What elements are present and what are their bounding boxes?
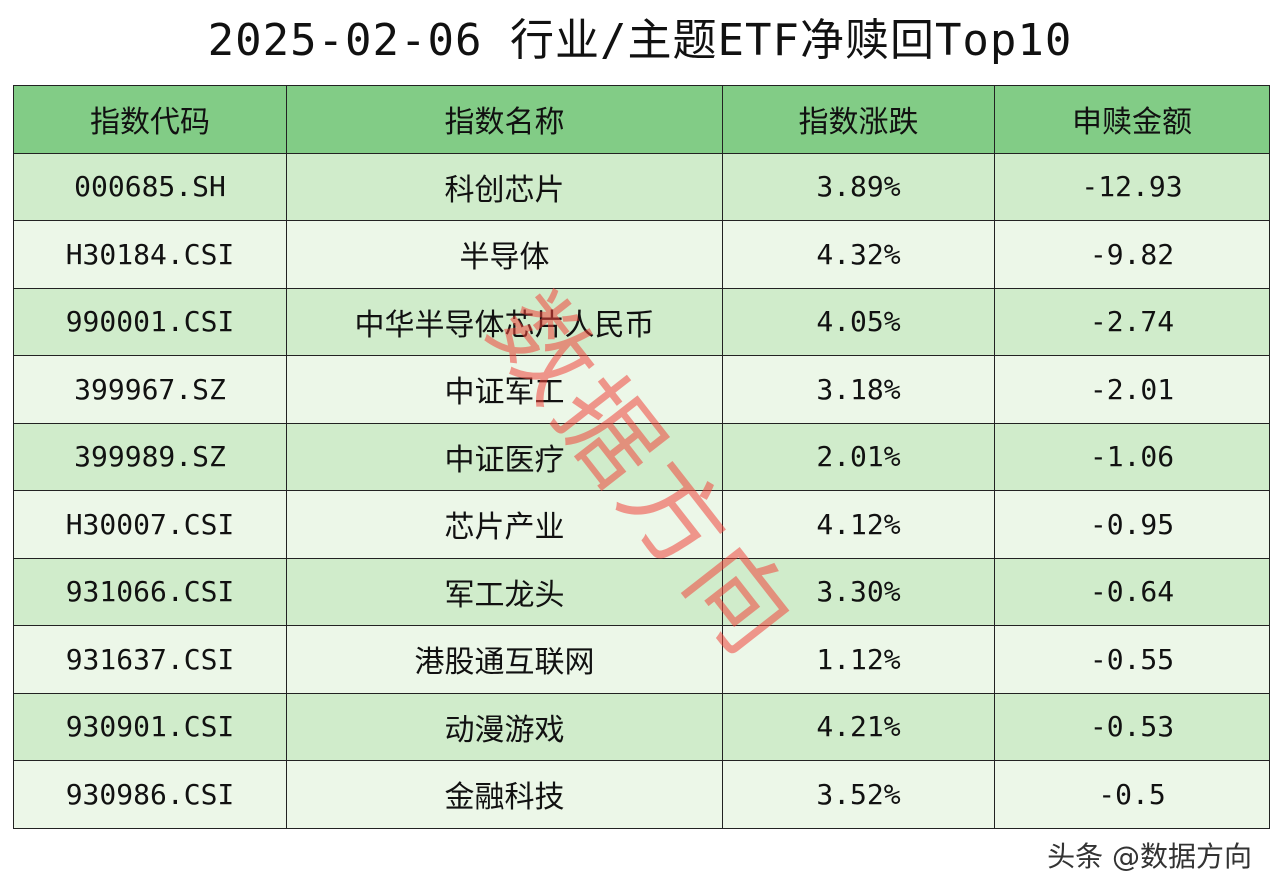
redemption-amount-cell: -1.06 [994,422,1270,491]
index-change-cell: 2.01% [722,422,995,491]
table-row: 930986.CSI 金融科技 3.52% -0.5 [13,760,1270,829]
etf-redemption-table: 指数代码 指数名称 指数涨跌 申赎金额 000685.SH 科创芯片 3.89%… [13,85,1270,829]
redemption-amount-cell: -0.95 [994,490,1270,559]
index-name-cell: 港股通互联网 [286,625,723,694]
table-header-row: 指数代码 指数名称 指数涨跌 申赎金额 [13,85,1270,154]
index-name-cell: 中证军工 [286,355,723,424]
source-footer: 头条 @数据方向 [1047,840,1252,873]
index-change-cell: 4.32% [722,220,995,289]
redemption-amount-cell: -0.53 [994,692,1270,761]
index-name-cell: 科创芯片 [286,152,723,221]
index-name-cell: 半导体 [286,220,723,289]
index-code-cell: 990001.CSI [13,287,287,356]
table-row: H30184.CSI 半导体 4.32% -9.82 [13,220,1270,289]
redemption-amount-cell: -9.82 [994,220,1270,289]
index-change-cell: 3.89% [722,152,995,221]
index-change-cell: 4.05% [722,287,995,356]
index-change-cell: 4.21% [722,692,995,761]
index-code-cell: 930901.CSI [13,692,287,761]
index-code-cell: 930986.CSI [13,760,287,829]
index-change-cell: 1.12% [722,625,995,694]
table-row: 399989.SZ 中证医疗 2.01% -1.06 [13,422,1270,491]
table-row: H30007.CSI 芯片产业 4.12% -0.95 [13,490,1270,559]
index-name-cell: 中华半导体芯片人民币 [286,287,723,356]
page-title: 2025-02-06 行业/主题ETF净赎回Top10 [207,15,1073,66]
redemption-amount-cell: -2.01 [994,355,1270,424]
index-code-cell: 931066.CSI [13,557,287,626]
redemption-amount-cell: -0.55 [994,625,1270,694]
column-header-name: 指数名称 [286,85,723,154]
index-change-cell: 4.12% [722,490,995,559]
index-code-cell: 931637.CSI [13,625,287,694]
table-row: 399967.SZ 中证军工 3.18% -2.01 [13,355,1270,424]
index-name-cell: 金融科技 [286,760,723,829]
index-name-cell: 中证医疗 [286,422,723,491]
table-row: 000685.SH 科创芯片 3.89% -12.93 [13,152,1270,221]
index-code-cell: H30007.CSI [13,490,287,559]
index-code-cell: H30184.CSI [13,220,287,289]
index-change-cell: 3.52% [722,760,995,829]
redemption-amount-cell: -0.5 [994,760,1270,829]
table-row: 931637.CSI 港股通互联网 1.12% -0.55 [13,625,1270,694]
table-row: 930901.CSI 动漫游戏 4.21% -0.53 [13,692,1270,761]
index-code-cell: 000685.SH [13,152,287,221]
redemption-amount-cell: -12.93 [994,152,1270,221]
index-code-cell: 399989.SZ [13,422,287,491]
column-header-amount: 申赎金额 [994,85,1270,154]
index-name-cell: 军工龙头 [286,557,723,626]
redemption-amount-cell: -2.74 [994,287,1270,356]
redemption-amount-cell: -0.64 [994,557,1270,626]
index-name-cell: 动漫游戏 [286,692,723,761]
index-code-cell: 399967.SZ [13,355,287,424]
column-header-change: 指数涨跌 [722,85,995,154]
column-header-code: 指数代码 [13,85,287,154]
index-change-cell: 3.18% [722,355,995,424]
table-row: 931066.CSI 军工龙头 3.30% -0.64 [13,557,1270,626]
table-row: 990001.CSI 中华半导体芯片人民币 4.05% -2.74 [13,287,1270,356]
index-change-cell: 3.30% [722,557,995,626]
index-name-cell: 芯片产业 [286,490,723,559]
